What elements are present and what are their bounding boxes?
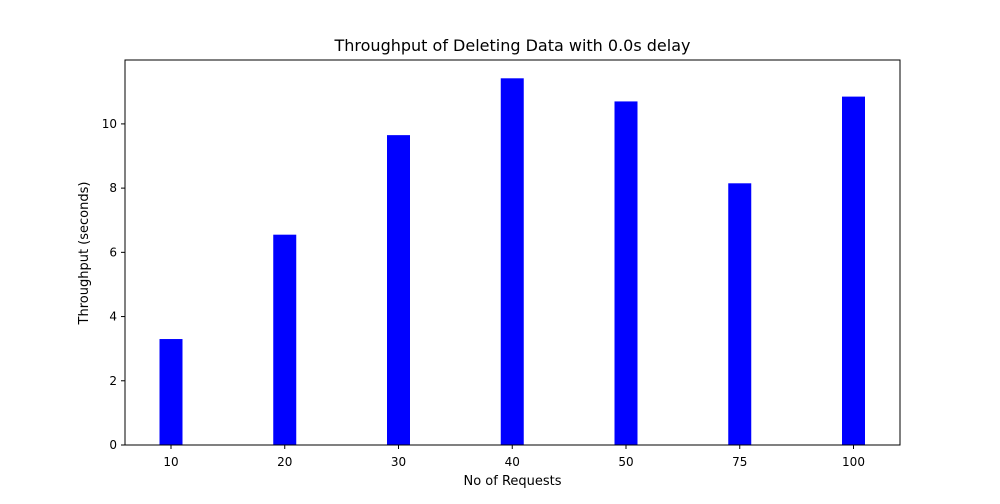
y-axis-label: Throughput (seconds) bbox=[77, 182, 92, 326]
x-tick-label: 10 bbox=[163, 455, 178, 469]
bars-group bbox=[159, 78, 865, 446]
bar-30 bbox=[387, 135, 410, 445]
bar-10 bbox=[159, 339, 183, 445]
bar-40 bbox=[500, 78, 524, 446]
bar-75 bbox=[728, 183, 752, 446]
bar-50 bbox=[614, 101, 638, 445]
y-tick-label: 10 bbox=[102, 117, 117, 131]
bar-20 bbox=[273, 234, 297, 445]
x-tick-label: 40 bbox=[505, 455, 520, 469]
y-tick-label: 0 bbox=[109, 438, 117, 452]
plot-frame bbox=[124, 59, 901, 446]
bar-100 bbox=[842, 96, 865, 446]
x-axis-ticks: 10 20 30 40 50 75 100 bbox=[163, 445, 865, 469]
y-tick-label: 2 bbox=[109, 374, 117, 388]
x-axis-label: No of Requests bbox=[463, 474, 561, 489]
x-tick-label: 100 bbox=[842, 455, 865, 469]
y-tick-label: 6 bbox=[109, 245, 117, 259]
x-tick-label: 30 bbox=[391, 455, 406, 469]
x-tick-label: 20 bbox=[277, 455, 292, 469]
y-tick-label: 4 bbox=[109, 310, 117, 324]
chart-title: Throughput of Deleting Data with 0.0s de… bbox=[334, 36, 691, 55]
x-tick-label: 75 bbox=[732, 455, 747, 469]
y-axis-ticks: 0 2 4 6 8 10 bbox=[102, 117, 125, 452]
x-tick-label: 50 bbox=[618, 455, 633, 469]
y-tick-label: 8 bbox=[109, 181, 117, 195]
